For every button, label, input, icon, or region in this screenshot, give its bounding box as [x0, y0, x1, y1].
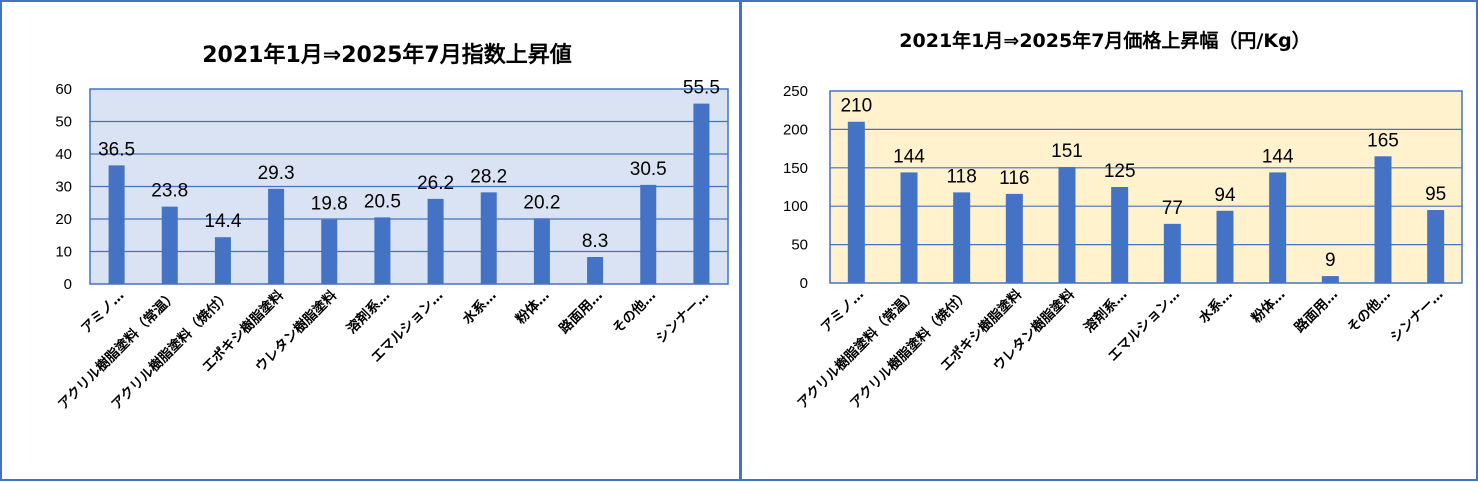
y-tick-label: 60	[55, 81, 72, 98]
y-tick-label: 200	[783, 121, 808, 138]
bar	[900, 172, 918, 283]
data-label: 30.5	[630, 159, 667, 180]
bar	[1427, 210, 1445, 283]
y-tick-label: 10	[55, 244, 72, 261]
data-label: 95	[1425, 184, 1446, 205]
x-category-label: アミノ…	[818, 287, 867, 336]
bar	[1005, 193, 1023, 283]
data-label: 29.3	[258, 163, 295, 184]
bar	[1058, 167, 1076, 283]
x-category-label: 粉体…	[512, 287, 553, 328]
plot-area	[829, 90, 1463, 284]
bar	[1111, 187, 1129, 283]
bar	[847, 121, 865, 283]
data-label: 94	[1214, 185, 1236, 206]
data-label: 23.8	[151, 181, 188, 202]
data-label: 118	[947, 166, 977, 187]
data-label: 144	[1262, 146, 1294, 167]
chart-panel-index: 2021年1月⇒2025年7月指数上昇値 0 10 20 30 40 50 60 36.5 アミ…	[0, 0, 741, 481]
bar	[321, 219, 338, 284]
x-category-label: 路面用…	[556, 287, 606, 337]
bar	[1269, 172, 1287, 283]
bar	[953, 192, 971, 283]
data-label: 55.5	[683, 78, 720, 99]
x-category-label: 溶剤系…	[343, 287, 393, 337]
bar	[640, 184, 657, 284]
x-category-label: 水系…	[459, 287, 500, 328]
x-category-label: 路面用…	[1291, 286, 1341, 336]
x-category-label: その他…	[1344, 286, 1394, 336]
x-category-label: 粉体…	[1248, 286, 1289, 327]
x-category-label: アミノ…	[78, 288, 127, 337]
bar	[1216, 210, 1234, 283]
bar	[480, 192, 497, 284]
data-label: 116	[999, 168, 1029, 189]
x-category-label: 水系…	[1195, 286, 1236, 327]
y-tick-label: 50	[791, 237, 808, 254]
chart-title: 2021年1月⇒2025年7月価格上昇幅（円/Kg）	[899, 29, 1310, 52]
price-rise-chart: 2021年1月⇒2025年7月価格上昇幅（円/Kg） 0 50 100 150 200 2…	[783, 29, 1463, 412]
y-tick-label: 0	[800, 275, 808, 292]
y-tick-label: 100	[783, 198, 808, 215]
y-tick-label: 20	[55, 211, 72, 228]
bar	[533, 218, 550, 284]
chart-panel-price: 2021年1月⇒2025年7月価格上昇幅（円/Kg） 0 50 100 150 200 2…	[740, 0, 1478, 481]
chart-title: 2021年1月⇒2025年7月指数上昇値	[202, 42, 572, 68]
bar	[108, 165, 125, 284]
bar	[161, 206, 178, 284]
y-tick-label: 50	[55, 114, 72, 131]
data-label: 8.3	[582, 231, 608, 252]
data-label: 210	[840, 96, 872, 117]
x-category-label: シンナー…	[653, 288, 712, 347]
bar	[1163, 223, 1181, 283]
bar	[374, 217, 391, 284]
bar	[268, 188, 285, 284]
y-tick-label: 40	[55, 146, 72, 163]
data-label: 165	[1367, 130, 1399, 151]
data-label: 77	[1162, 198, 1183, 219]
data-label: 14.4	[204, 211, 241, 232]
y-tick-label: 150	[783, 160, 808, 177]
bar	[1374, 156, 1392, 283]
data-label: 19.8	[311, 194, 348, 215]
bar	[1321, 276, 1339, 283]
data-label: 125	[1104, 161, 1136, 182]
y-tick-label: 30	[55, 179, 72, 196]
data-label: 20.5	[364, 191, 401, 212]
x-category-label: シンナー…	[1387, 287, 1446, 346]
data-label: 28.2	[470, 166, 507, 187]
index-rise-chart: 2021年1月⇒2025年7月指数上昇値 0 10 20 30 40 50 60 36.5 アミ…	[54, 42, 729, 413]
x-category-label: その他…	[609, 287, 659, 337]
bar	[693, 103, 710, 284]
bar	[587, 257, 604, 284]
data-label: 26.2	[417, 173, 454, 194]
data-label: 9	[1325, 250, 1336, 271]
y-tick-label: 250	[783, 83, 808, 100]
data-label: 151	[1051, 141, 1083, 162]
data-label: 144	[893, 146, 925, 167]
y-tick-label: 0	[64, 276, 72, 293]
bar	[214, 237, 231, 284]
data-label: 36.5	[98, 139, 135, 160]
bar	[427, 198, 444, 284]
data-label: 20.2	[523, 192, 560, 213]
x-category-label: 溶剤系…	[1080, 286, 1130, 336]
